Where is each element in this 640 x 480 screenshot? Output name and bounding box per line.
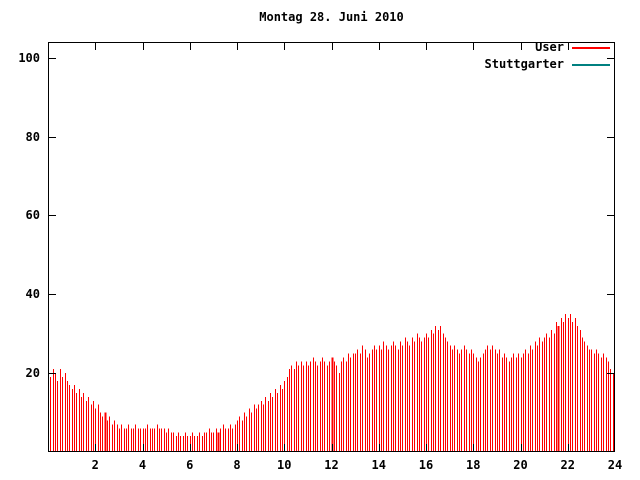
bars-svg: [48, 42, 615, 452]
x-tick-label: 18: [466, 458, 481, 472]
x-tick-label: 2: [91, 458, 99, 472]
y-tick-label: 40: [25, 287, 40, 302]
legend-row: User: [485, 41, 610, 54]
x-tick-label: 16: [418, 458, 434, 472]
x-tick-label: 6: [186, 458, 194, 472]
legend: User Stuttgarter: [485, 41, 610, 71]
x-tick-label: 14: [371, 458, 386, 472]
y-tick-label: 100: [18, 50, 40, 65]
y-tick-label: 80: [25, 129, 40, 144]
x-tick-label: 22: [560, 458, 575, 472]
plot-border: [48, 42, 615, 452]
legend-line-sample: [572, 46, 610, 49]
x-tick-label: 8: [233, 458, 241, 472]
legend-line-sample: [572, 63, 610, 66]
plot-area: [48, 42, 615, 452]
y-tick-label: 20: [25, 366, 40, 381]
x-tick-label: 4: [138, 458, 147, 472]
x-tick-label: 12: [324, 458, 339, 472]
legend-row: Stuttgarter: [485, 58, 610, 71]
legend-label: Stuttgarter: [484, 57, 564, 71]
y-tick-label: 60: [25, 208, 40, 223]
chart-title: Montag 28. Juni 2010: [259, 10, 404, 24]
x-tick-label: 20: [513, 458, 528, 472]
x-tick-label: 10: [277, 458, 292, 472]
x-tick-label: 24: [607, 458, 623, 472]
legend-label: User: [535, 40, 564, 54]
